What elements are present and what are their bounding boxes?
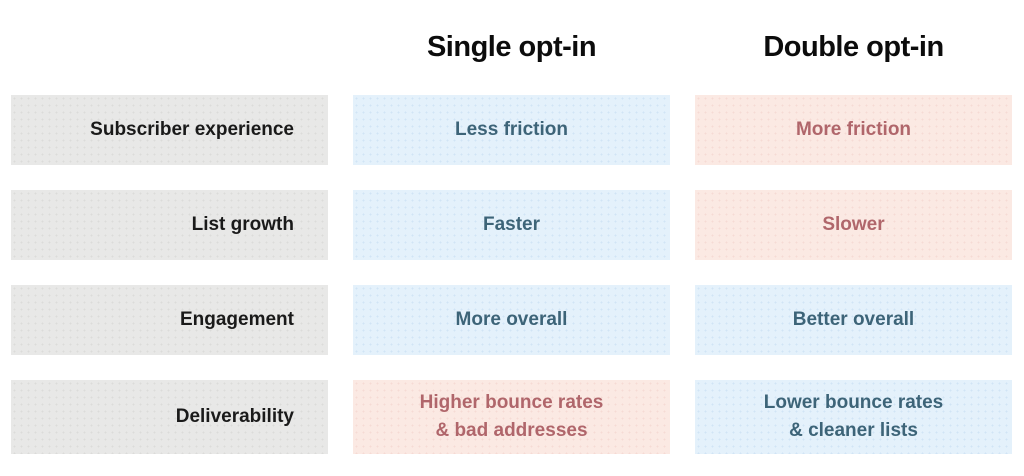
cell-subscriber-experience-single: Less friction [353,95,670,165]
row-label-column-spacer [11,0,328,95]
row-label-list-growth: List growth [11,190,328,260]
column-header-single-opt-in: Single opt-in [426,31,597,63]
cell-list-growth-double: Slower [695,190,1012,260]
cell-deliverability-double: Lower bounce rates & cleaner lists [695,380,1012,454]
table-body: Subscriber experience Less friction More… [11,95,1012,454]
cell-engagement-double: Better overall [695,285,1012,355]
cell-subscriber-experience-double: More friction [695,95,1012,165]
cell-deliverability-single: Higher bounce rates & bad addresses [353,380,670,454]
column-header-double-opt-in: Double opt-in [763,31,944,63]
row-label-deliverability: Deliverability [11,380,328,454]
row-label-subscriber-experience: Subscriber experience [11,95,328,165]
column-headers: Single opt-in Double opt-in [11,0,1012,95]
cell-engagement-single: More overall [353,285,670,355]
cell-list-growth-single: Faster [353,190,670,260]
row-label-engagement: Engagement [11,285,328,355]
